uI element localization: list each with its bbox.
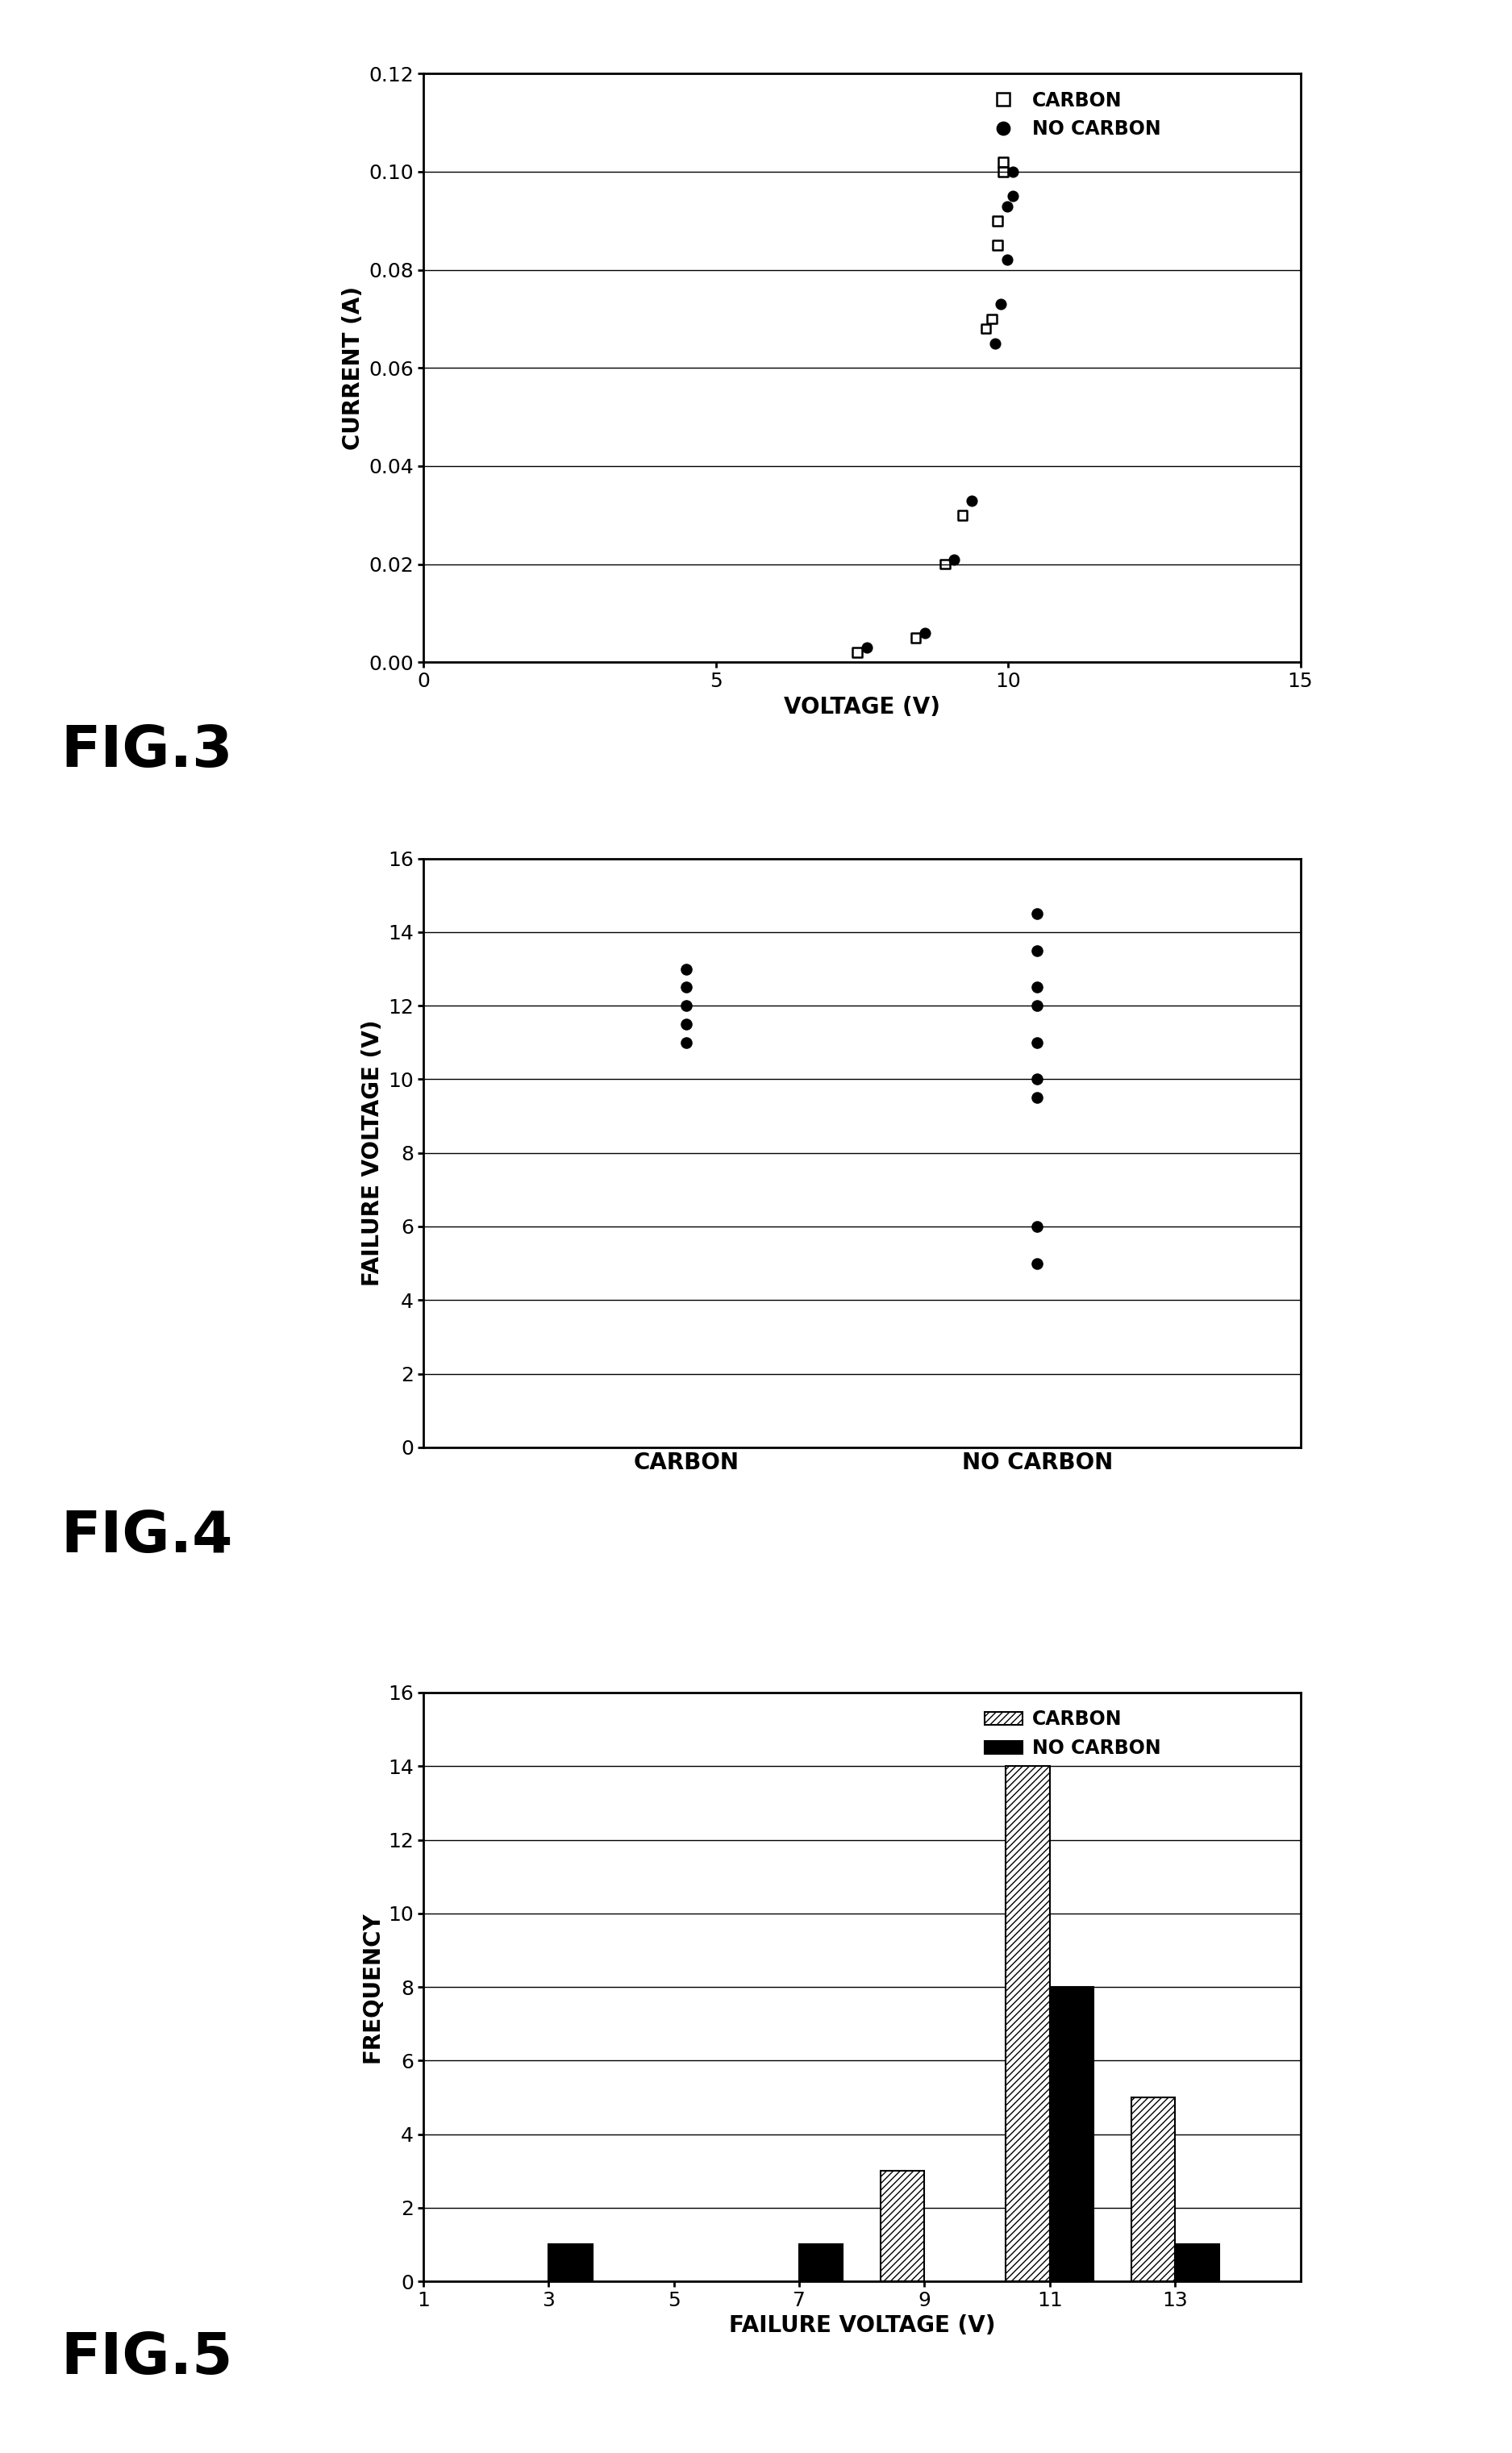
Point	[989, 285, 1013, 324]
Point	[983, 324, 1007, 363]
Point	[1025, 930, 1049, 969]
X-axis label: FAILURE VOLTAGE (V): FAILURE VOLTAGE (V)	[729, 2316, 995, 2338]
Point	[995, 186, 1019, 226]
Point	[854, 628, 878, 667]
Point	[974, 309, 998, 348]
Point	[995, 240, 1019, 280]
Point	[933, 545, 957, 584]
Bar	[1175, 2244, 1219, 2281]
Point	[951, 496, 975, 535]
Point	[992, 152, 1016, 191]
Point	[674, 1023, 699, 1062]
Bar	[1131, 2097, 1175, 2281]
Bar	[880, 2171, 924, 2281]
Text: FIG.4: FIG.4	[60, 1509, 233, 1565]
Point	[904, 618, 928, 657]
Point	[1025, 895, 1049, 935]
Point	[986, 226, 1010, 265]
Point	[913, 613, 937, 652]
Point	[845, 633, 869, 672]
Legend: CARBON, NO CARBON: CARBON, NO CARBON	[977, 83, 1169, 147]
Point	[1025, 986, 1049, 1025]
Point	[986, 201, 1010, 240]
Point	[674, 969, 699, 1008]
Text: FIG.3: FIG.3	[60, 724, 233, 780]
Y-axis label: FAILURE VOLTAGE (V): FAILURE VOLTAGE (V)	[361, 1020, 384, 1285]
Point	[674, 986, 699, 1025]
Bar	[1049, 1987, 1093, 2281]
Point	[980, 299, 1004, 339]
Point	[1025, 1207, 1049, 1246]
Point	[1025, 1060, 1049, 1099]
Point	[992, 142, 1016, 182]
Point	[942, 540, 966, 579]
Point	[960, 481, 984, 520]
Y-axis label: CURRENT (A): CURRENT (A)	[342, 287, 364, 449]
Point	[1001, 177, 1025, 216]
Point	[1001, 152, 1025, 191]
X-axis label: VOLTAGE (V): VOLTAGE (V)	[783, 697, 940, 719]
Point	[1025, 1244, 1049, 1283]
Point	[674, 1006, 699, 1045]
Point	[1025, 1023, 1049, 1062]
Bar	[800, 2244, 844, 2281]
Bar	[1005, 1766, 1049, 2281]
Point	[1025, 969, 1049, 1008]
Legend: CARBON, NO CARBON: CARBON, NO CARBON	[977, 1702, 1169, 1766]
Bar	[549, 2244, 593, 2281]
Point	[1025, 1079, 1049, 1119]
Point	[674, 949, 699, 989]
Y-axis label: FREQUENCY: FREQUENCY	[361, 1911, 384, 2063]
Text: FIG.5: FIG.5	[60, 2330, 233, 2387]
